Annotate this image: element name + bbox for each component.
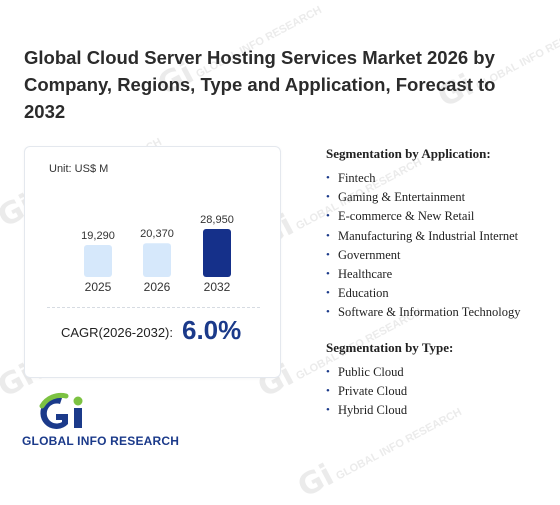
application-list-item-label: Software & Information Technology (338, 305, 521, 320)
application-list-item-label: Manufacturing & Industrial Internet (338, 228, 519, 243)
bar-2026 (143, 243, 171, 277)
type-list-item: • Public Cloud (326, 363, 453, 382)
application-list-item-label: Healthcare (338, 267, 393, 282)
logo-mark-icon (39, 392, 83, 429)
application-list-item: • Gaming & Entertainment (326, 188, 521, 207)
company-logo: GLOBAL INFO RESEARCH (22, 392, 192, 452)
application-list-item-label: Fintech (338, 171, 376, 185)
cagr-value: 6.0% (182, 315, 242, 345)
type-list-item: • Hybrid Cloud (326, 401, 453, 420)
application-list-item-label: Education (338, 286, 389, 301)
application-list-item: • Manufacturing & Industrial Internet (326, 227, 521, 246)
bullet-icon: • (326, 210, 330, 223)
application-list-item-label: Gaming & Entertainment (338, 190, 466, 205)
bar-2025 (84, 245, 112, 277)
bullet-icon: • (326, 229, 330, 242)
x-tick-label: 2025 (85, 280, 112, 294)
application-list: • Fintech • Gaming & Entertainment • E-commer… (326, 169, 521, 323)
application-list-item: • Software & Information Technology (326, 303, 521, 322)
application-list-item-label: E-commerce & New Retail (338, 209, 475, 224)
logo-text: GLOBAL INFO RESEARCH (22, 434, 180, 448)
bullet-icon: • (326, 404, 330, 417)
x-tick-label: 2026 (144, 280, 171, 294)
bar-2032 (203, 229, 231, 277)
type-list-item: • Private Cloud (326, 382, 453, 401)
application-segmentation-title: Segmentation by Application: (326, 146, 491, 161)
bullet-icon: • (326, 287, 330, 300)
type-segmentation-title: Segmentation by Type: (326, 340, 454, 355)
bar-value-label: 19,290 (81, 230, 115, 242)
bullet-icon: • (326, 385, 330, 398)
bullet-icon: • (326, 191, 330, 204)
type-list-item-label: Hybrid Cloud (338, 403, 408, 418)
bar-value-label: 28,950 (200, 214, 234, 226)
application-list-item: • E-commerce & New Retail (326, 207, 521, 226)
type-list-item-label: Public Cloud (338, 365, 404, 379)
cagr-label: CAGR(2026-2032): (61, 325, 173, 340)
bullet-icon: • (326, 248, 330, 261)
bullet-icon: • (326, 268, 330, 281)
type-list-item-label: Private Cloud (338, 384, 408, 399)
page-title: Global Cloud Server Hosting Services Mar… (24, 47, 496, 122)
application-list-item: • Education (326, 284, 521, 303)
x-tick-label: 2032 (204, 280, 231, 294)
bullet-icon: • (326, 172, 330, 184)
bullet-icon: • (326, 366, 330, 378)
type-segmentation: Segmentation by Type: • Public Cloud • Priv… (326, 340, 453, 421)
type-list: • Public Cloud • Private Cloud • Hybrid Cloud (326, 363, 453, 421)
divider (47, 307, 260, 308)
application-segmentation: Segmentation by Application: • Fintech • Ga… (326, 146, 521, 323)
bullet-icon: • (326, 306, 330, 319)
application-list-item: • Fintech (326, 169, 521, 188)
bar-value-label: 20,370 (140, 228, 174, 240)
application-list-item-label: Government (338, 247, 401, 262)
market-size-card: Unit: US$ M 19,290 2025 20,370 2026 28,950 20… (24, 146, 281, 378)
application-list-item: • Healthcare (326, 265, 521, 284)
application-list-item: • Government (326, 246, 521, 265)
bar-chart: 19,290 2025 20,370 2026 28,950 2032 (81, 214, 234, 294)
chart-unit-label: Unit: US$ M (49, 163, 109, 175)
